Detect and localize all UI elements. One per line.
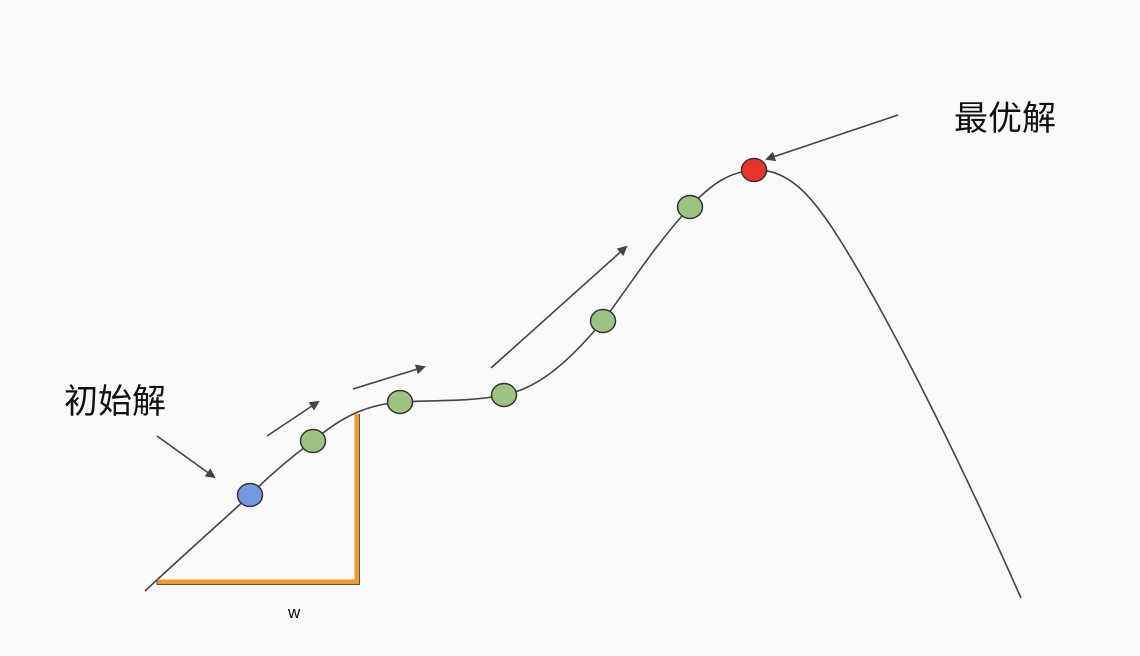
optimal-solution-label: 最优解	[954, 99, 1056, 139]
optimal-solution-pointer-arrow	[765, 114, 899, 162]
direction-arrow-2	[352, 364, 426, 390]
initial-solution-pointer-arrow	[156, 435, 216, 479]
intermediate-point	[299, 428, 327, 454]
objective-curve	[144, 169, 1022, 599]
intermediate-point	[490, 382, 518, 408]
initial-solution-label: 初始解	[64, 382, 166, 422]
direction-arrow-3	[490, 245, 628, 369]
intermediate-point	[589, 308, 617, 334]
initial-point	[236, 482, 264, 508]
intermediate-point	[676, 194, 704, 220]
step-width-bracket-outline	[156, 414, 360, 585]
optimal-point	[740, 157, 768, 183]
step-width-bracket	[157, 414, 360, 585]
intermediate-point	[386, 389, 414, 415]
direction-arrow-1	[266, 400, 320, 437]
step-width-label: w	[288, 603, 301, 622]
